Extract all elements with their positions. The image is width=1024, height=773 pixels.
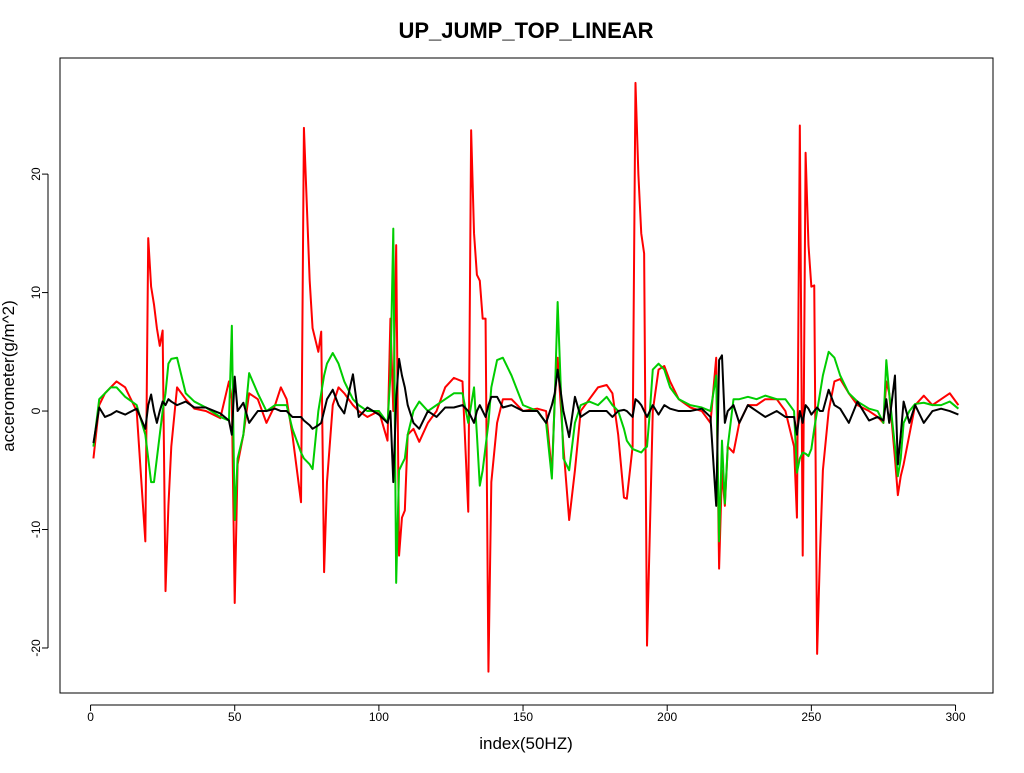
y-tick-label: 10 — [29, 286, 43, 300]
data-line — [92, 227, 960, 584]
y-axis-label: accerometer(g/m^2) — [0, 300, 18, 452]
x-tick-label: 150 — [513, 710, 533, 724]
x-tick-label: 100 — [369, 710, 389, 724]
data-line — [92, 354, 959, 507]
x-tick-label: 50 — [228, 710, 242, 724]
x-tick-label: 300 — [946, 710, 966, 724]
chart-title: UP_JUMP_TOP_LINEAR — [398, 18, 653, 43]
plot-frame — [59, 57, 994, 694]
x-tick-label: 0 — [87, 710, 94, 724]
data-line — [92, 81, 960, 673]
y-tick-label: 20 — [29, 167, 43, 181]
y-tick-label: 0 — [29, 407, 43, 414]
x-tick-label: 250 — [801, 710, 821, 724]
y-tick-label: -10 — [29, 521, 43, 539]
x-tick-label: 200 — [657, 710, 677, 724]
y-tick-label: -20 — [29, 639, 43, 657]
x-axis-label: index(50HZ) — [479, 734, 573, 753]
